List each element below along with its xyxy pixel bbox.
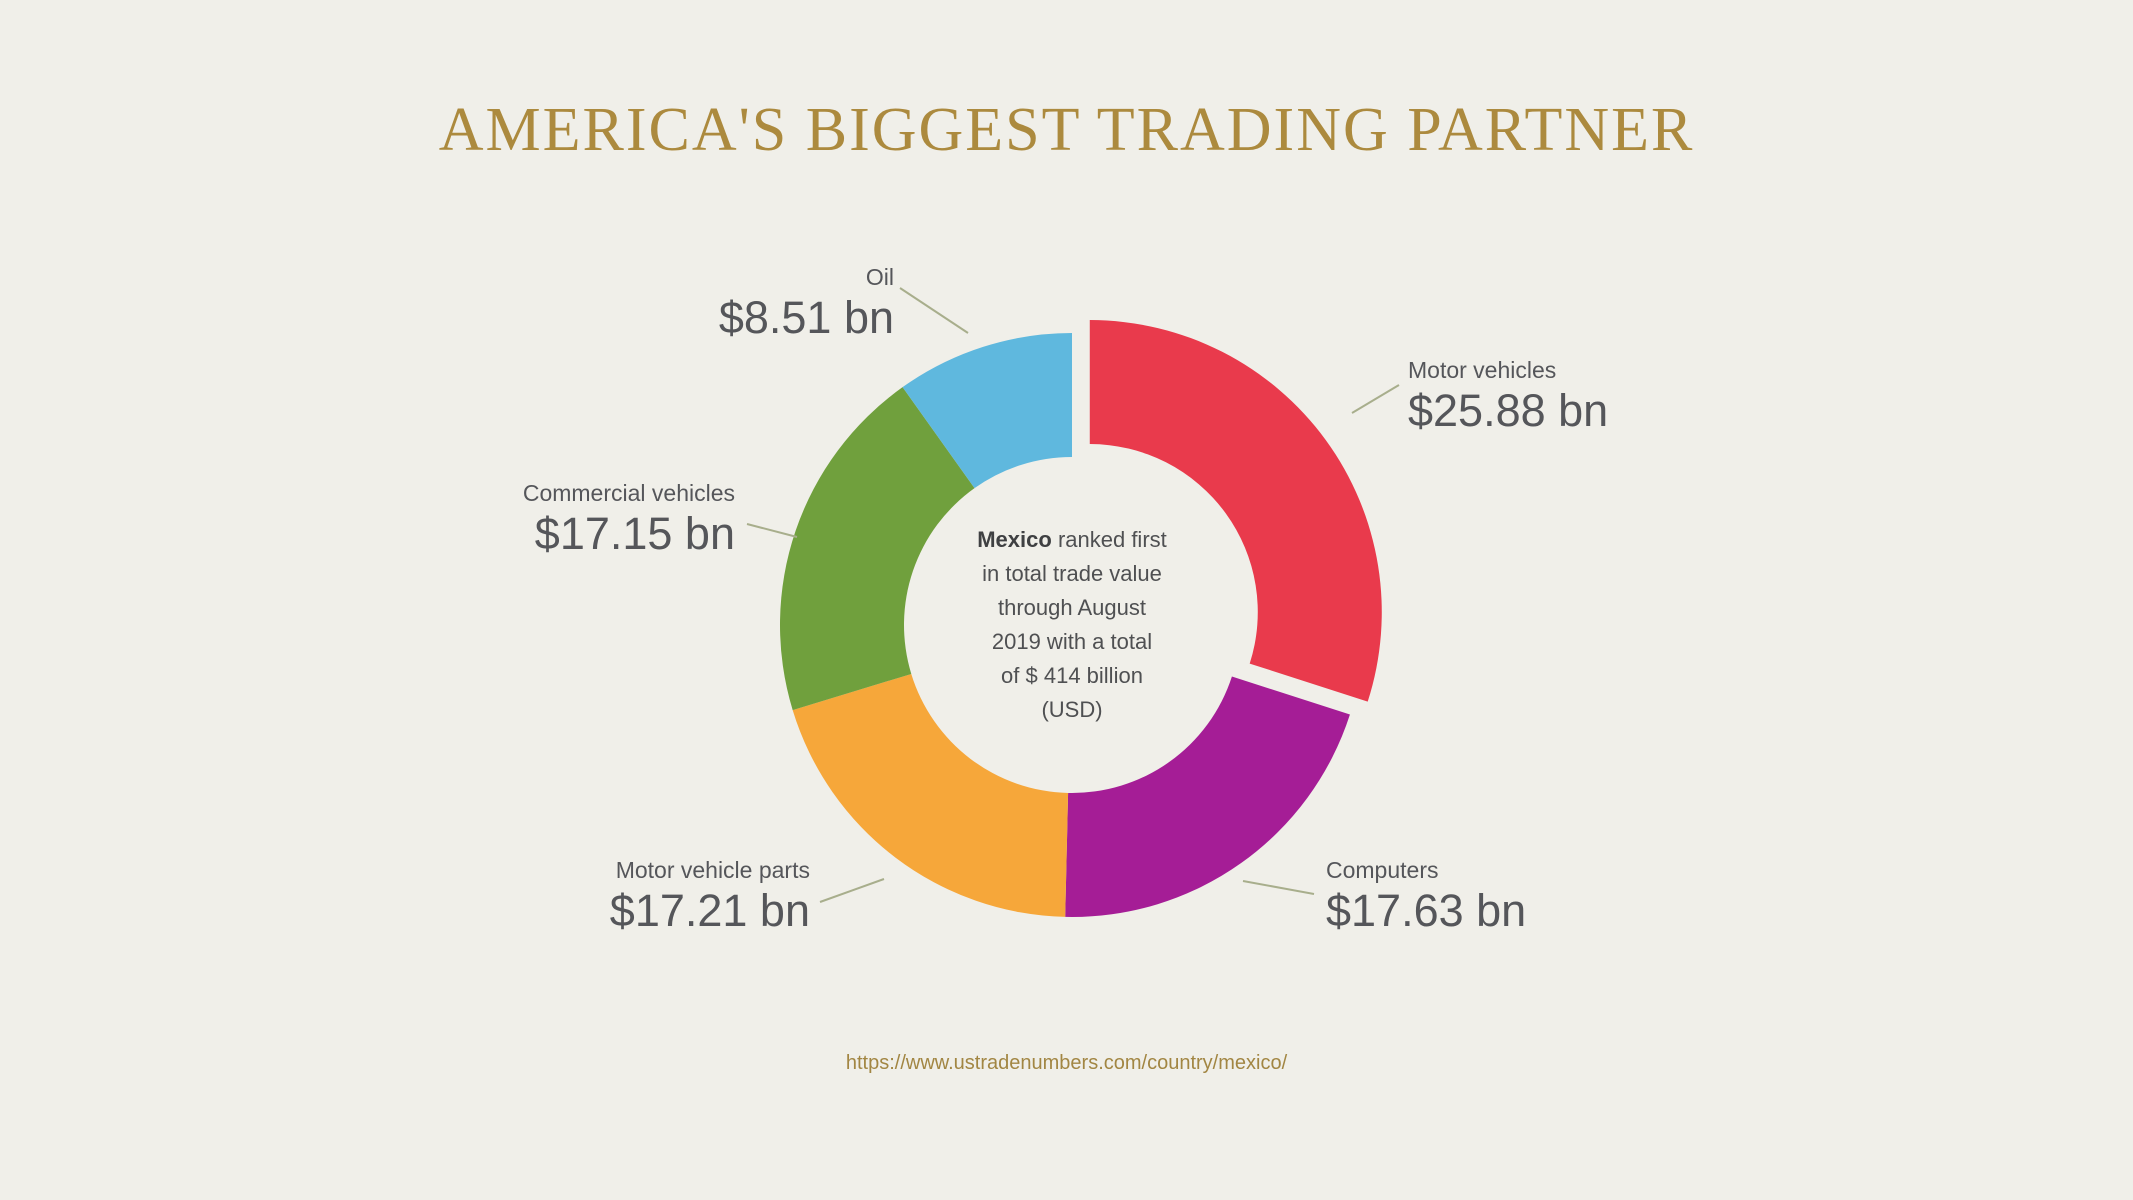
center-annotation-line1: ranked first <box>1051 527 1167 552</box>
donut-segment-commercial-vehicles <box>779 387 975 711</box>
page-title: AMERICA'S BIGGEST TRADING PARTNER <box>438 96 1695 164</box>
segment-value: $17.21 bn <box>609 885 810 936</box>
center-annotation-line3: through August <box>997 595 1146 620</box>
callout-motor-vehicles: Motor vehicles $25.88 bn <box>1408 355 1608 437</box>
donut-chart-svg <box>779 320 1382 917</box>
segment-label: Motor vehicles <box>1408 357 1557 383</box>
segment-label: Motor vehicle parts <box>615 857 810 883</box>
center-annotation-line6: (USD) <box>1041 697 1103 722</box>
segment-label: Computers <box>1326 857 1439 883</box>
source-url-link[interactable]: https://www.ustradenumbers.com/country/m… <box>845 1052 1288 1074</box>
donut-segment-motor-vehicles <box>1089 320 1382 702</box>
center-annotation-bold: Mexico <box>977 527 1052 552</box>
donut-segment-computers <box>1065 676 1350 917</box>
donut-segment-motor-vehicle-parts <box>792 673 1069 917</box>
segment-value: $17.15 bn <box>534 508 735 559</box>
donut-chart <box>682 235 1462 1015</box>
callout-motor-vehicle-parts: Motor vehicle parts $17.21 bn <box>610 855 810 937</box>
donut-center-annotation: Mexico ranked first in total trade value… <box>952 523 1192 727</box>
callout-computers: Computers $17.63 bn <box>1326 855 1526 937</box>
center-annotation-line2: in total trade value <box>982 561 1162 586</box>
segment-value: $17.63 bn <box>1326 885 1527 936</box>
segment-label: Commercial vehicles <box>522 480 735 506</box>
segment-value: $25.88 bn <box>1408 385 1609 436</box>
segment-label: Oil <box>865 264 894 290</box>
callout-commercial-vehicles: Commercial vehicles $17.15 bn <box>523 478 735 560</box>
center-annotation-line5: of $ 414 billion <box>1001 663 1143 688</box>
donut-segment-oil <box>902 333 1072 489</box>
segment-value: $8.51 bn <box>718 292 894 343</box>
center-annotation-line4: 2019 with a total <box>991 629 1153 654</box>
callout-oil: Oil $8.51 bn <box>719 262 894 344</box>
